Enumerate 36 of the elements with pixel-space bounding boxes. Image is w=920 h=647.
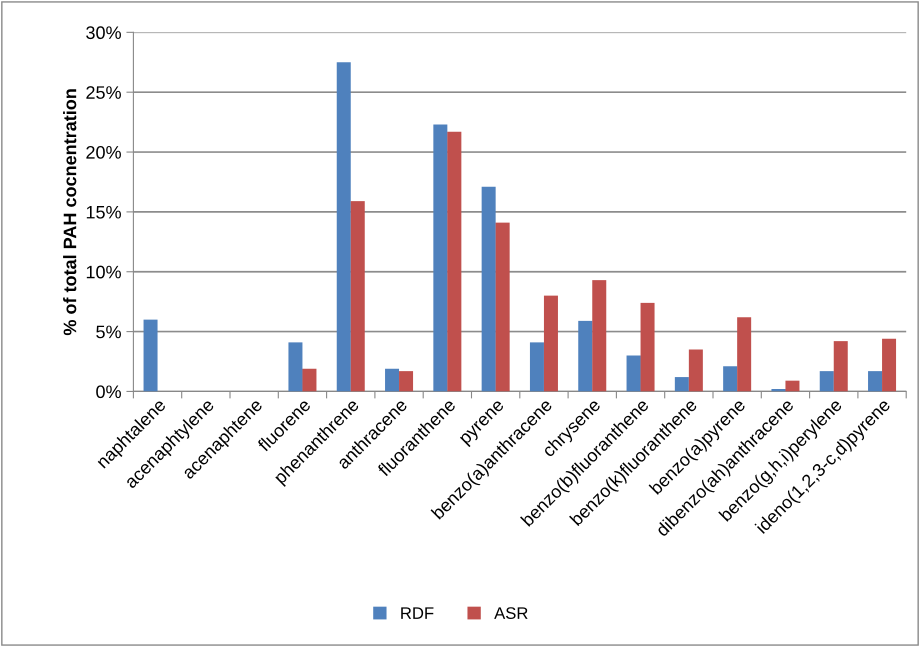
- bar: [144, 320, 158, 392]
- bar: [350, 201, 365, 392]
- bar: [336, 62, 351, 392]
- y-tick-label: 0%: [96, 385, 121, 398]
- y-tick-label: 20%: [86, 146, 121, 159]
- y-tick-label: 30%: [86, 26, 121, 40]
- y-axis-title: % of total PAH cocnentration: [63, 89, 76, 336]
- bar: [592, 280, 606, 392]
- legend-label: ASR: [494, 607, 528, 619]
- y-tick-label: 25%: [86, 86, 121, 99]
- bar: [530, 342, 544, 392]
- bar: [834, 341, 848, 392]
- legend-label: RDF: [401, 607, 434, 619]
- bar: [626, 356, 641, 392]
- bar: [688, 350, 703, 392]
- bar: [399, 371, 414, 392]
- bar: [288, 342, 302, 392]
- bar: [674, 377, 689, 392]
- bar: [302, 368, 316, 392]
- bar: [640, 302, 655, 392]
- bar: [820, 371, 834, 392]
- bar: [868, 371, 882, 392]
- bar: [737, 317, 752, 392]
- bar: [447, 132, 462, 392]
- bar: [482, 186, 496, 392]
- bar: [496, 222, 510, 392]
- bar: [723, 366, 738, 392]
- bar: [882, 338, 896, 392]
- y-tick-label: 5%: [96, 326, 121, 338]
- y-tick-label: 15%: [86, 206, 121, 219]
- bar: [544, 296, 558, 392]
- bar: [385, 368, 400, 392]
- bar: [433, 124, 448, 392]
- bar: [578, 320, 592, 392]
- y-tick-label: 10%: [86, 266, 121, 278]
- bar: [785, 380, 800, 392]
